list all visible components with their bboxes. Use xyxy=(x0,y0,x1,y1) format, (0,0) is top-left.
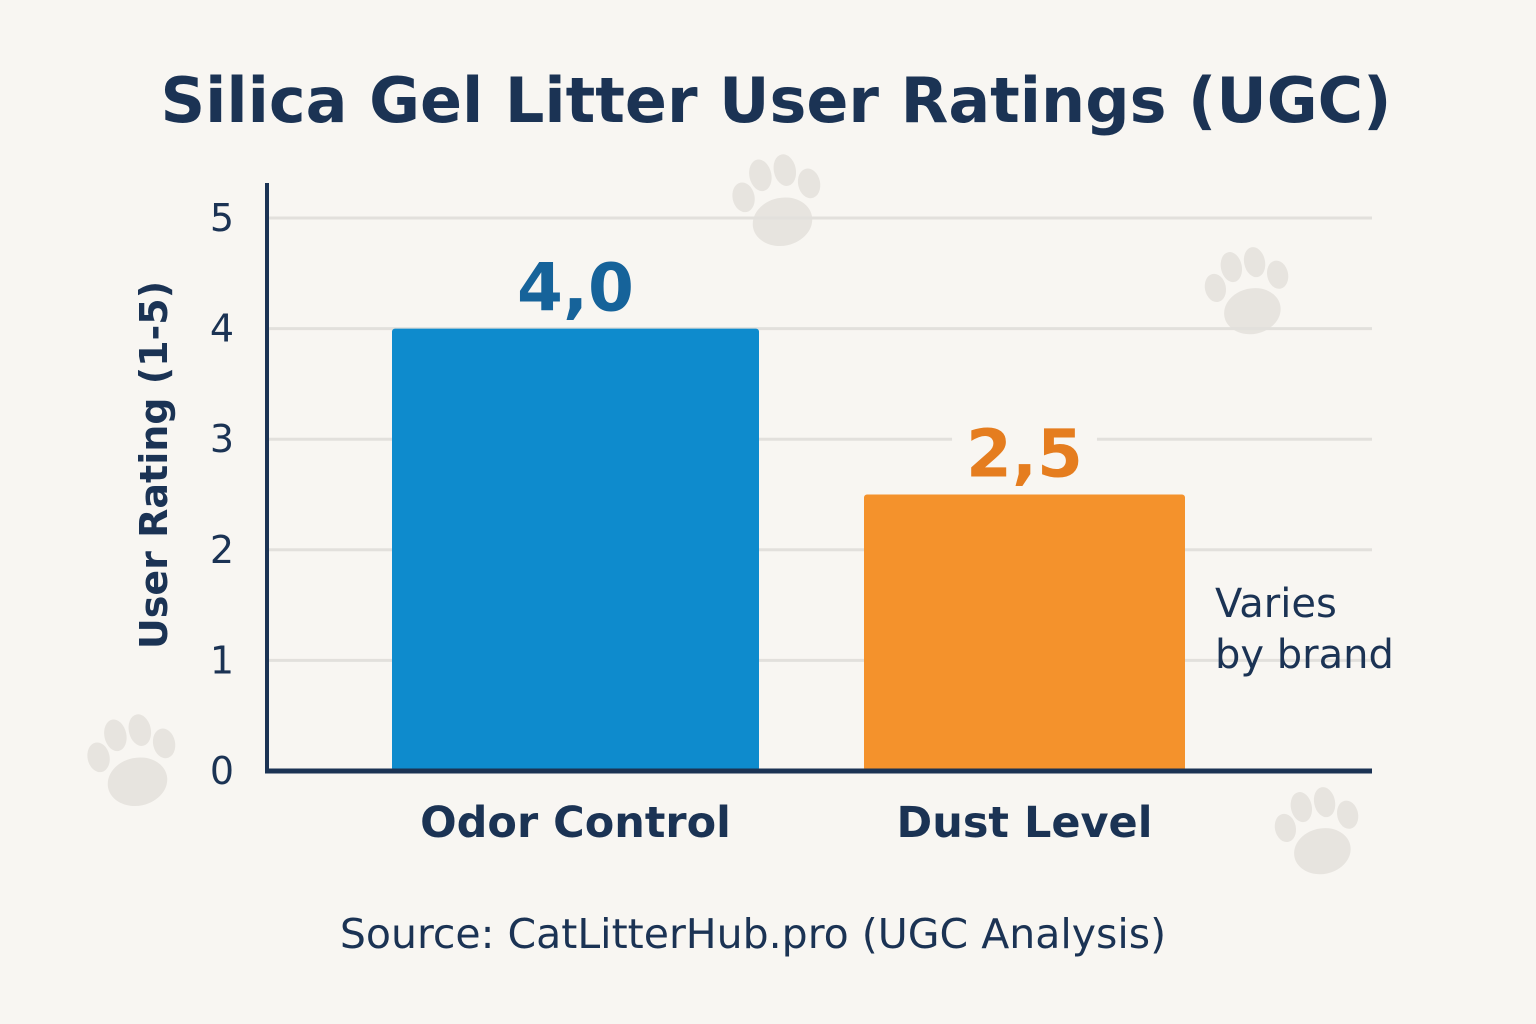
bar-value-label: 2,5 xyxy=(966,416,1083,493)
category-labels: Odor Control Dust Level xyxy=(420,798,1152,848)
bars xyxy=(392,328,1185,771)
y-axis-ticks: 0 1 2 3 4 5 xyxy=(210,196,234,793)
brand-variation-note-line-2: by brand xyxy=(1215,632,1394,678)
brand-variation-note: Varies by brand xyxy=(1215,581,1394,678)
bar xyxy=(864,494,1185,771)
x-category-label: Odor Control xyxy=(420,798,731,848)
y-tick-label: 1 xyxy=(210,638,234,682)
paw-print-decorations xyxy=(87,154,1359,875)
paw-print-icon xyxy=(1204,247,1289,335)
y-tick-label: 0 xyxy=(210,749,234,793)
source-note: Source: CatLitterHub.pro (UGC Analysis) xyxy=(340,910,1166,958)
value-label-backdrop xyxy=(952,419,1097,489)
y-tick-label: 5 xyxy=(210,196,234,240)
y-axis-label: User Rating (1-5) xyxy=(132,281,176,649)
brand-variation-note-line-1: Varies xyxy=(1215,581,1337,627)
chart-title: Silica Gel Litter User Ratings (UGC) xyxy=(161,64,1392,137)
y-tick-label: 4 xyxy=(210,307,234,351)
paw-print-icon xyxy=(732,154,821,247)
y-tick-label: 3 xyxy=(210,417,234,461)
value-labels: 4,0 2,5 xyxy=(503,250,1097,493)
y-tick-label: 2 xyxy=(210,528,234,572)
paw-print-icon xyxy=(87,714,176,807)
paw-print-icon xyxy=(1274,787,1359,875)
x-category-label: Dust Level xyxy=(897,798,1153,848)
bar-value-label: 4,0 xyxy=(517,250,634,327)
value-label-backdrop xyxy=(503,253,648,323)
bar xyxy=(392,328,759,771)
